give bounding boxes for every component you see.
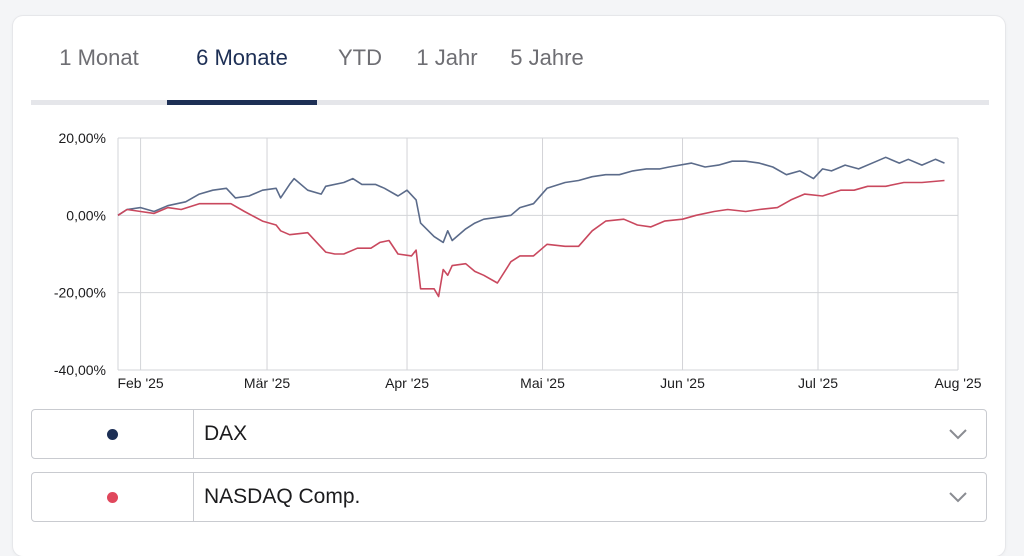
x-tick-label: Jul '25: [798, 375, 838, 391]
dax-color-dot: [107, 428, 118, 440]
chevron-down-icon: [930, 473, 986, 521]
x-tick-label: Jun '25: [660, 375, 705, 391]
series-name-dax: DAX: [204, 422, 248, 445]
series-color-cell: [32, 410, 194, 458]
series-name-nasdaq: NASDAQ Comp.: [204, 485, 361, 508]
x-tick-label: Aug '25: [934, 375, 981, 391]
tab-6-monate[interactable]: 6 Monate: [167, 16, 317, 105]
y-tick-label: 20,00%: [59, 130, 106, 146]
nasdaq-color-dot: [107, 491, 118, 503]
tab-5-jahre[interactable]: 5 Jahre: [510, 45, 584, 70]
x-tick-label: Apr '25: [385, 375, 429, 391]
y-tick-label: 0,00%: [66, 207, 106, 223]
x-tick-label: Mär '25: [244, 375, 290, 391]
tab-1-monat[interactable]: 1 Monat: [59, 45, 139, 70]
y-tick-label: -40,00%: [54, 362, 106, 378]
x-tick-label: Mai '25: [520, 375, 565, 391]
period-tabs: 1 Monat 6 Monate YTD 1 Jahr 5 Jahre: [31, 16, 989, 105]
tab-ytd[interactable]: YTD: [338, 45, 382, 70]
performance-chart: 20,00% 0,00% -20,00% -40,00% Feb '25 Mär '25 A…: [54, 130, 982, 391]
x-tick-label: Feb '25: [117, 375, 163, 391]
tab-1-jahr[interactable]: 1 Jahr: [416, 45, 478, 70]
nasdaq-series-line: [117, 179, 945, 298]
series-color-cell: [32, 473, 194, 521]
y-tick-label: -20,00%: [54, 285, 106, 301]
chart-card: 1 Monat 6 Monate YTD 1 Jahr 5 Jahre: [13, 16, 1005, 556]
dax-series-line: [117, 156, 945, 244]
series-selector-dax[interactable]: DAX: [31, 409, 987, 459]
chevron-down-icon: [930, 410, 986, 458]
series-selector-nasdaq[interactable]: NASDAQ Comp.: [31, 472, 987, 522]
